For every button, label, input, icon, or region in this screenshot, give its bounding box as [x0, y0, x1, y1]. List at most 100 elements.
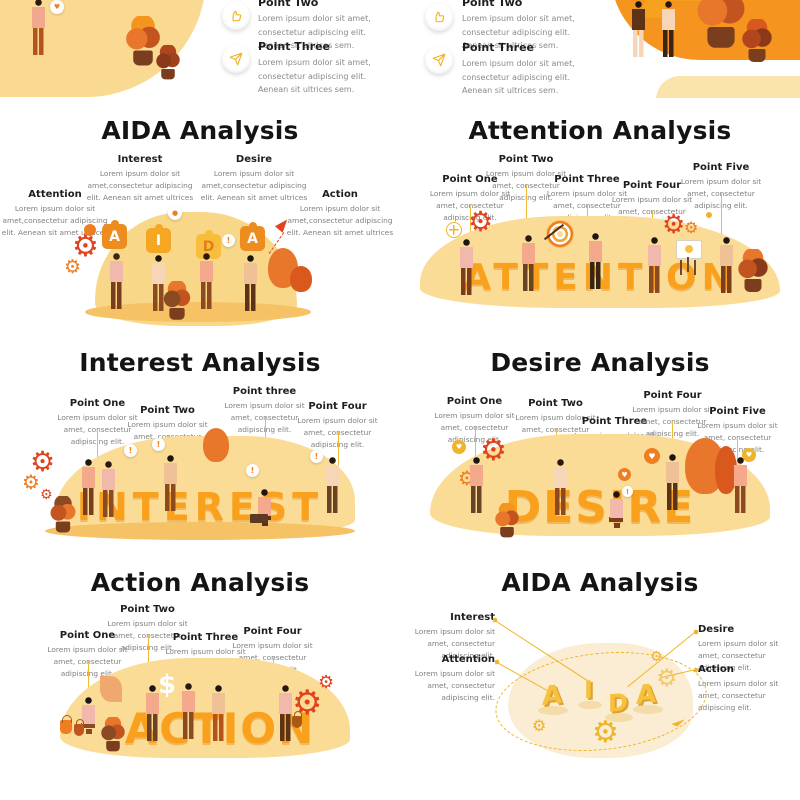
- slide-title: AIDA Analysis: [501, 568, 699, 597]
- point-icon-circle: [425, 3, 453, 31]
- plant-icon: [156, 43, 180, 80]
- drop-icon: ●: [171, 209, 179, 217]
- person-figure: [142, 684, 162, 742]
- person-figure: [628, 0, 648, 58]
- item-text: Lorem ipsum dolor sit amet,consectetur a…: [1, 204, 109, 238]
- point-label: Point Two: [120, 604, 175, 615]
- point-label: Point Three: [172, 632, 239, 643]
- point-label: Point Two: [498, 154, 554, 165]
- paper-plane-icon: [671, 719, 685, 733]
- person-figure: [196, 252, 216, 310]
- point-label: Point Two: [528, 398, 583, 409]
- exclamation-bubble-icon: !: [152, 438, 165, 451]
- point-icon-circle: [222, 2, 250, 30]
- heart-icon: ♥: [621, 470, 628, 479]
- plant-icon: [742, 16, 772, 62]
- slide-aida-funnel: AIDA Analysis Interest Lorem ipsum dolor…: [400, 558, 800, 788]
- heart-bubble-icon: ♥: [618, 468, 631, 481]
- leaf-shape: [100, 676, 122, 702]
- gear-icon: ⚙: [684, 218, 699, 237]
- shopping-bag-icon: [292, 711, 302, 728]
- point-label: Point Three: [554, 174, 620, 185]
- blob-shape: [508, 643, 693, 758]
- point-label: Point Four: [643, 390, 702, 401]
- dollar-icon: $: [158, 670, 177, 700]
- item-text: Lorem ipsum dolor sit amet,consectetur a…: [286, 204, 394, 238]
- person-figure: [106, 252, 126, 310]
- label-attention: Attention Lorem ipsum dolor sit amet, co…: [405, 654, 495, 705]
- label-title: Interest: [450, 612, 495, 623]
- point-three: Point Three Lorem ipsum dolor sit amet, …: [462, 41, 596, 98]
- label-text: Lorem ipsum dolor sit amet, consectetur …: [414, 627, 495, 661]
- point-icon-circle: [425, 46, 453, 74]
- slide-title: Desire Analysis: [490, 348, 710, 377]
- slide-letter-d: D ♥ Point Two Lorem ipsum dolor sit amet…: [0, 0, 400, 97]
- exclamation-bubble-icon: !: [310, 450, 323, 463]
- slide-title: Action Analysis: [90, 568, 310, 597]
- puzzle-letter: A: [109, 228, 120, 245]
- person-figure-sitting: [254, 488, 274, 532]
- gear-icon: ⚙: [662, 210, 686, 240]
- person-figure-sitting: [606, 490, 626, 534]
- point-label: Point Four: [622, 180, 682, 191]
- slide-action-analysis: Action Analysis Point Two Lorem ipsum do…: [0, 558, 400, 788]
- tree-shape: [290, 266, 312, 292]
- connector-line: [470, 205, 471, 239]
- person-figure: [662, 453, 682, 511]
- point-three: Point Three Lorem ipsum dolor sit amet, …: [258, 40, 392, 97]
- exclamation-bubble-icon: !: [222, 234, 235, 247]
- exclamation-bubble-icon: !: [246, 464, 259, 477]
- paper-plane-icon: [432, 53, 446, 67]
- plant-icon: [495, 501, 519, 538]
- person-figure: [240, 254, 260, 312]
- paper-plane-icon: [229, 52, 243, 66]
- heart-bubble-icon: ♥: [644, 448, 660, 464]
- label-text: Lorem ipsum dolor sit amet, consectetur …: [414, 669, 495, 703]
- connector-line: [526, 185, 527, 229]
- heart-icon: ♥: [745, 451, 753, 459]
- slide-desire-analysis: Desire Analysis Point One Lorem ipsum do…: [400, 338, 800, 556]
- gear-icon: ⚙: [30, 445, 56, 478]
- letter-base: [578, 701, 602, 709]
- gear-icon: ⚙: [318, 672, 335, 693]
- puzzle-letter: D: [202, 238, 215, 255]
- puzzle-piece-a1: A: [102, 220, 127, 249]
- heart-icon: ♥: [455, 443, 463, 451]
- point-text: Lorem ipsum dolor sit amet, consectetur …: [462, 14, 575, 51]
- iso-letter-i: I: [584, 675, 593, 705]
- gear-icon: ⚙: [72, 229, 99, 264]
- exclamation-bubble-icon: !: [124, 444, 137, 457]
- leaf-shape: [203, 428, 229, 462]
- person-figure: [550, 458, 570, 516]
- speech-bubble-heart-icon: ♥: [50, 0, 64, 14]
- connector-line: [88, 661, 89, 699]
- laptop-icon: [250, 514, 268, 523]
- person-figure: [518, 234, 538, 292]
- target-icon: [546, 220, 574, 248]
- label-title: Action: [698, 664, 734, 675]
- point-two: Point Two Lorem ipsum dolor sit amet, co…: [258, 0, 392, 53]
- gear-icon: ⚙: [592, 715, 619, 750]
- point-label: Point One: [442, 174, 498, 185]
- connector-line: [97, 429, 98, 469]
- exclamation-icon: !: [156, 440, 161, 449]
- heart-icon: ♥: [648, 451, 656, 461]
- item-label: Desire: [235, 154, 273, 165]
- crosshair-icon: [446, 222, 462, 238]
- person-figure: [730, 456, 750, 514]
- puzzle-piece-a2: A: [240, 222, 265, 251]
- blob-shape: [656, 76, 800, 98]
- gear-icon: ⚙: [22, 470, 40, 494]
- gear-icon: ⚙: [532, 716, 547, 735]
- person-figure: [275, 684, 295, 742]
- iso-letter-a1: A: [542, 679, 563, 713]
- label-title: Desire: [698, 624, 735, 635]
- letter-base: [538, 706, 568, 715]
- person-figure: [658, 0, 678, 58]
- person-figure: [466, 456, 486, 514]
- plant-icon: [164, 278, 191, 319]
- plant-icon: [697, 0, 745, 48]
- point-two: Point Two Lorem ipsum dolor sit amet, co…: [462, 0, 596, 53]
- item-text: Lorem ipsum dolor sit amet,consectetur a…: [200, 169, 308, 203]
- item-interest: Interest Lorem ipsum dolor sit amet,cons…: [85, 154, 195, 205]
